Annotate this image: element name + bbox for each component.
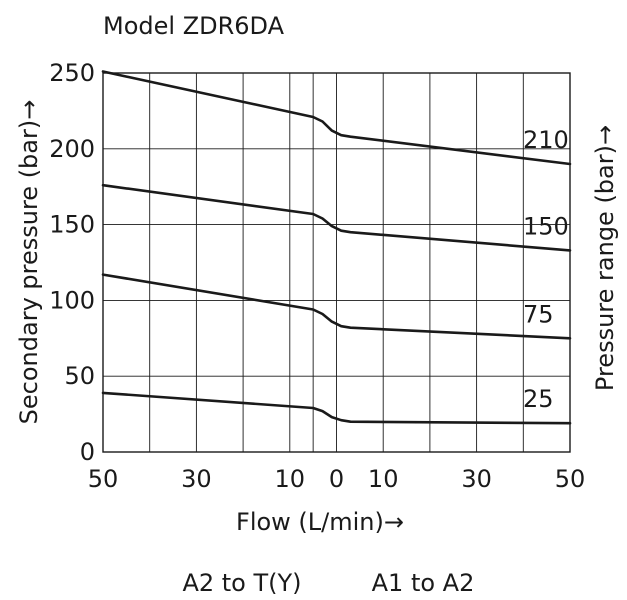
x-tick-label: 50 [555,465,586,493]
chart-title: Model ZDR6DA [103,12,285,40]
y-tick-label: 100 [49,286,95,314]
y-tick-label: 150 [49,211,95,239]
section-label-a2-to-t: A2 to T(Y) [182,569,301,597]
grid [102,72,571,453]
series-line-210 [101,70,572,166]
y-tick-label: 0 [80,438,95,466]
series-line-150 [101,183,572,252]
plot-frame [102,72,571,453]
series-line-75 [101,273,572,340]
series-label-25: 25 [523,385,554,413]
series-labels: 210 150 75 25 [523,126,569,413]
y-tick-label: 200 [49,135,95,163]
x-tick-label: 10 [368,465,399,493]
series-label-150: 150 [523,212,569,240]
series-label-210: 210 [523,126,569,154]
x-axis-label: Flow (L/min)→ [236,508,404,536]
section-label-a1-to-a2: A1 to A2 [372,569,475,597]
x-tick-label: 10 [275,465,306,493]
series-label-75: 75 [523,300,554,328]
curves [101,70,572,425]
x-tick-label: 30 [461,465,492,493]
y-tick-label: 250 [49,59,95,87]
y-tick-label: 50 [64,362,95,390]
x-tick-label: 0 [329,465,344,493]
x-tick-label: 50 [88,465,119,493]
y-tick-labels: 0 50 100 150 200 250 [49,59,95,466]
y-axis-label: Secondary pressure (bar)→ [15,100,43,425]
x-tick-labels: 50 30 10 0 10 30 50 [88,465,586,493]
x-tick-label: 30 [181,465,212,493]
series-line-25 [101,391,572,425]
y2-axis-label: Pressure range (bar)→ [591,125,619,391]
